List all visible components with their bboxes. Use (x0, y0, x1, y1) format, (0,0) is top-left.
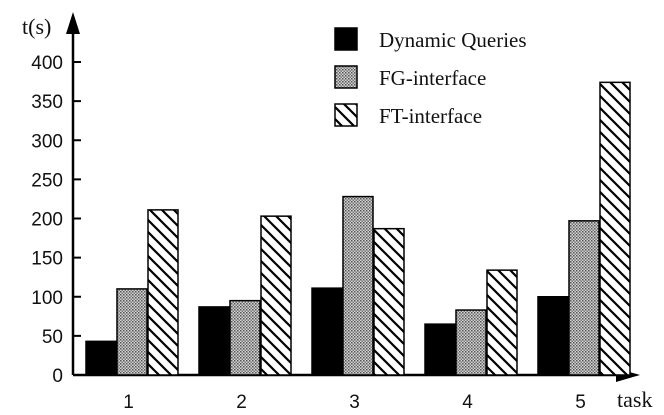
bar-task-2-series-1 (198, 306, 230, 376)
legend-swatch (334, 103, 358, 127)
x-tick-label: 5 (575, 392, 586, 413)
legend-swatch (334, 65, 358, 89)
bar-task-1-series-2 (116, 288, 148, 376)
x-tick-labels: 1 2 3 4 5 (123, 392, 586, 413)
legend-label: FG-interface (379, 66, 486, 90)
bar-task-5-series-2 (568, 220, 600, 376)
bar-task-1-series-3 (147, 209, 179, 376)
bar-task-3-series-3 (373, 227, 405, 376)
y-tick-label: 300 (31, 131, 63, 152)
legend-label: Dynamic Queries (379, 28, 527, 52)
y-tick-label: 200 (31, 210, 63, 231)
x-tick-label: 3 (349, 392, 360, 413)
bar-task-4-series-2 (455, 309, 487, 376)
y-ticks: 0 50 100 150 200 250 300 350 400 (31, 53, 81, 387)
y-tick-label: 250 (31, 170, 63, 191)
bar-task-3-series-1 (311, 287, 343, 376)
bar-task-5-series-3 (599, 81, 631, 376)
x-tick-label: 2 (236, 392, 247, 413)
bar-task-4-series-3 (486, 269, 518, 376)
bar-task-1-series-1 (85, 340, 117, 376)
bar-task-2-series-3 (260, 215, 292, 376)
y-tick-label: 50 (42, 327, 63, 348)
y-tick-label: 150 (31, 249, 63, 270)
y-tick-label: 0 (52, 366, 63, 387)
y-tick-label: 100 (31, 288, 63, 309)
bar-task-4-series-1 (424, 323, 456, 376)
bar-task-2-series-2 (229, 299, 261, 376)
bar-task-3-series-2 (342, 195, 374, 376)
y-axis-arrow-icon (66, 12, 80, 34)
x-axis-title: task (617, 387, 652, 412)
x-tick-label: 1 (123, 392, 134, 413)
x-tick-label: 4 (462, 392, 473, 413)
y-axis-title: t(s) (22, 14, 51, 39)
legend-swatch (334, 27, 358, 51)
y-tick-label: 400 (31, 53, 63, 74)
bar-task-5-series-1 (537, 296, 569, 376)
bars (85, 81, 631, 376)
legend: Dynamic Queries FG-interface FT-interface (334, 27, 527, 128)
legend-label: FT-interface (379, 104, 482, 128)
y-tick-label: 350 (31, 92, 63, 113)
